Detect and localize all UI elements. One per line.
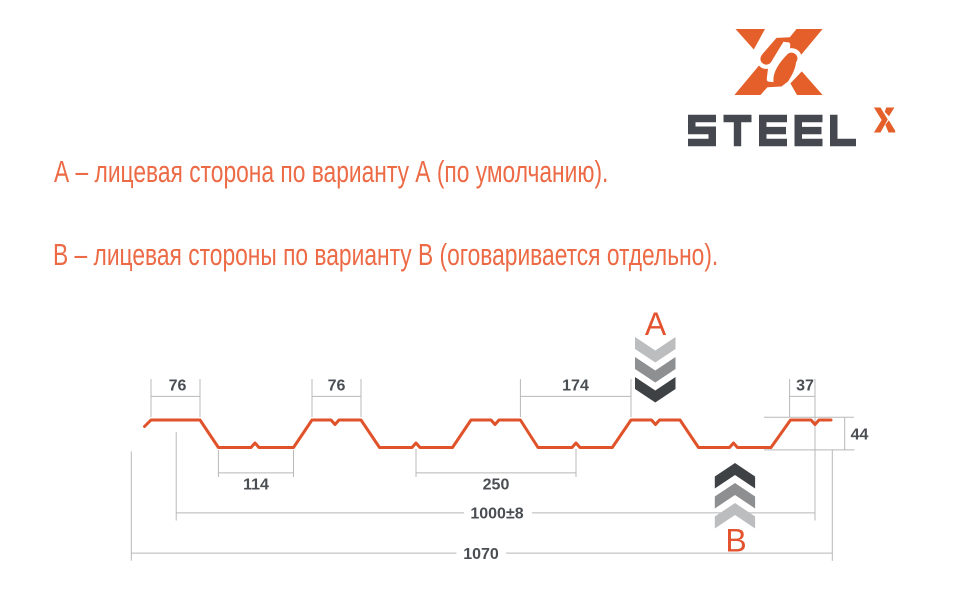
svg-text:1070: 1070 [463,546,499,563]
svg-text:37: 37 [796,378,814,395]
svg-text:В: В [725,522,746,558]
svg-text:44: 44 [851,427,869,444]
svg-text:1000±8: 1000±8 [470,505,523,522]
svg-text:76: 76 [328,378,346,395]
svg-text:174: 174 [562,378,589,395]
svg-text:250: 250 [483,477,510,494]
svg-text:А: А [645,306,667,342]
svg-text:76: 76 [169,378,187,395]
svg-text:114: 114 [243,477,269,494]
